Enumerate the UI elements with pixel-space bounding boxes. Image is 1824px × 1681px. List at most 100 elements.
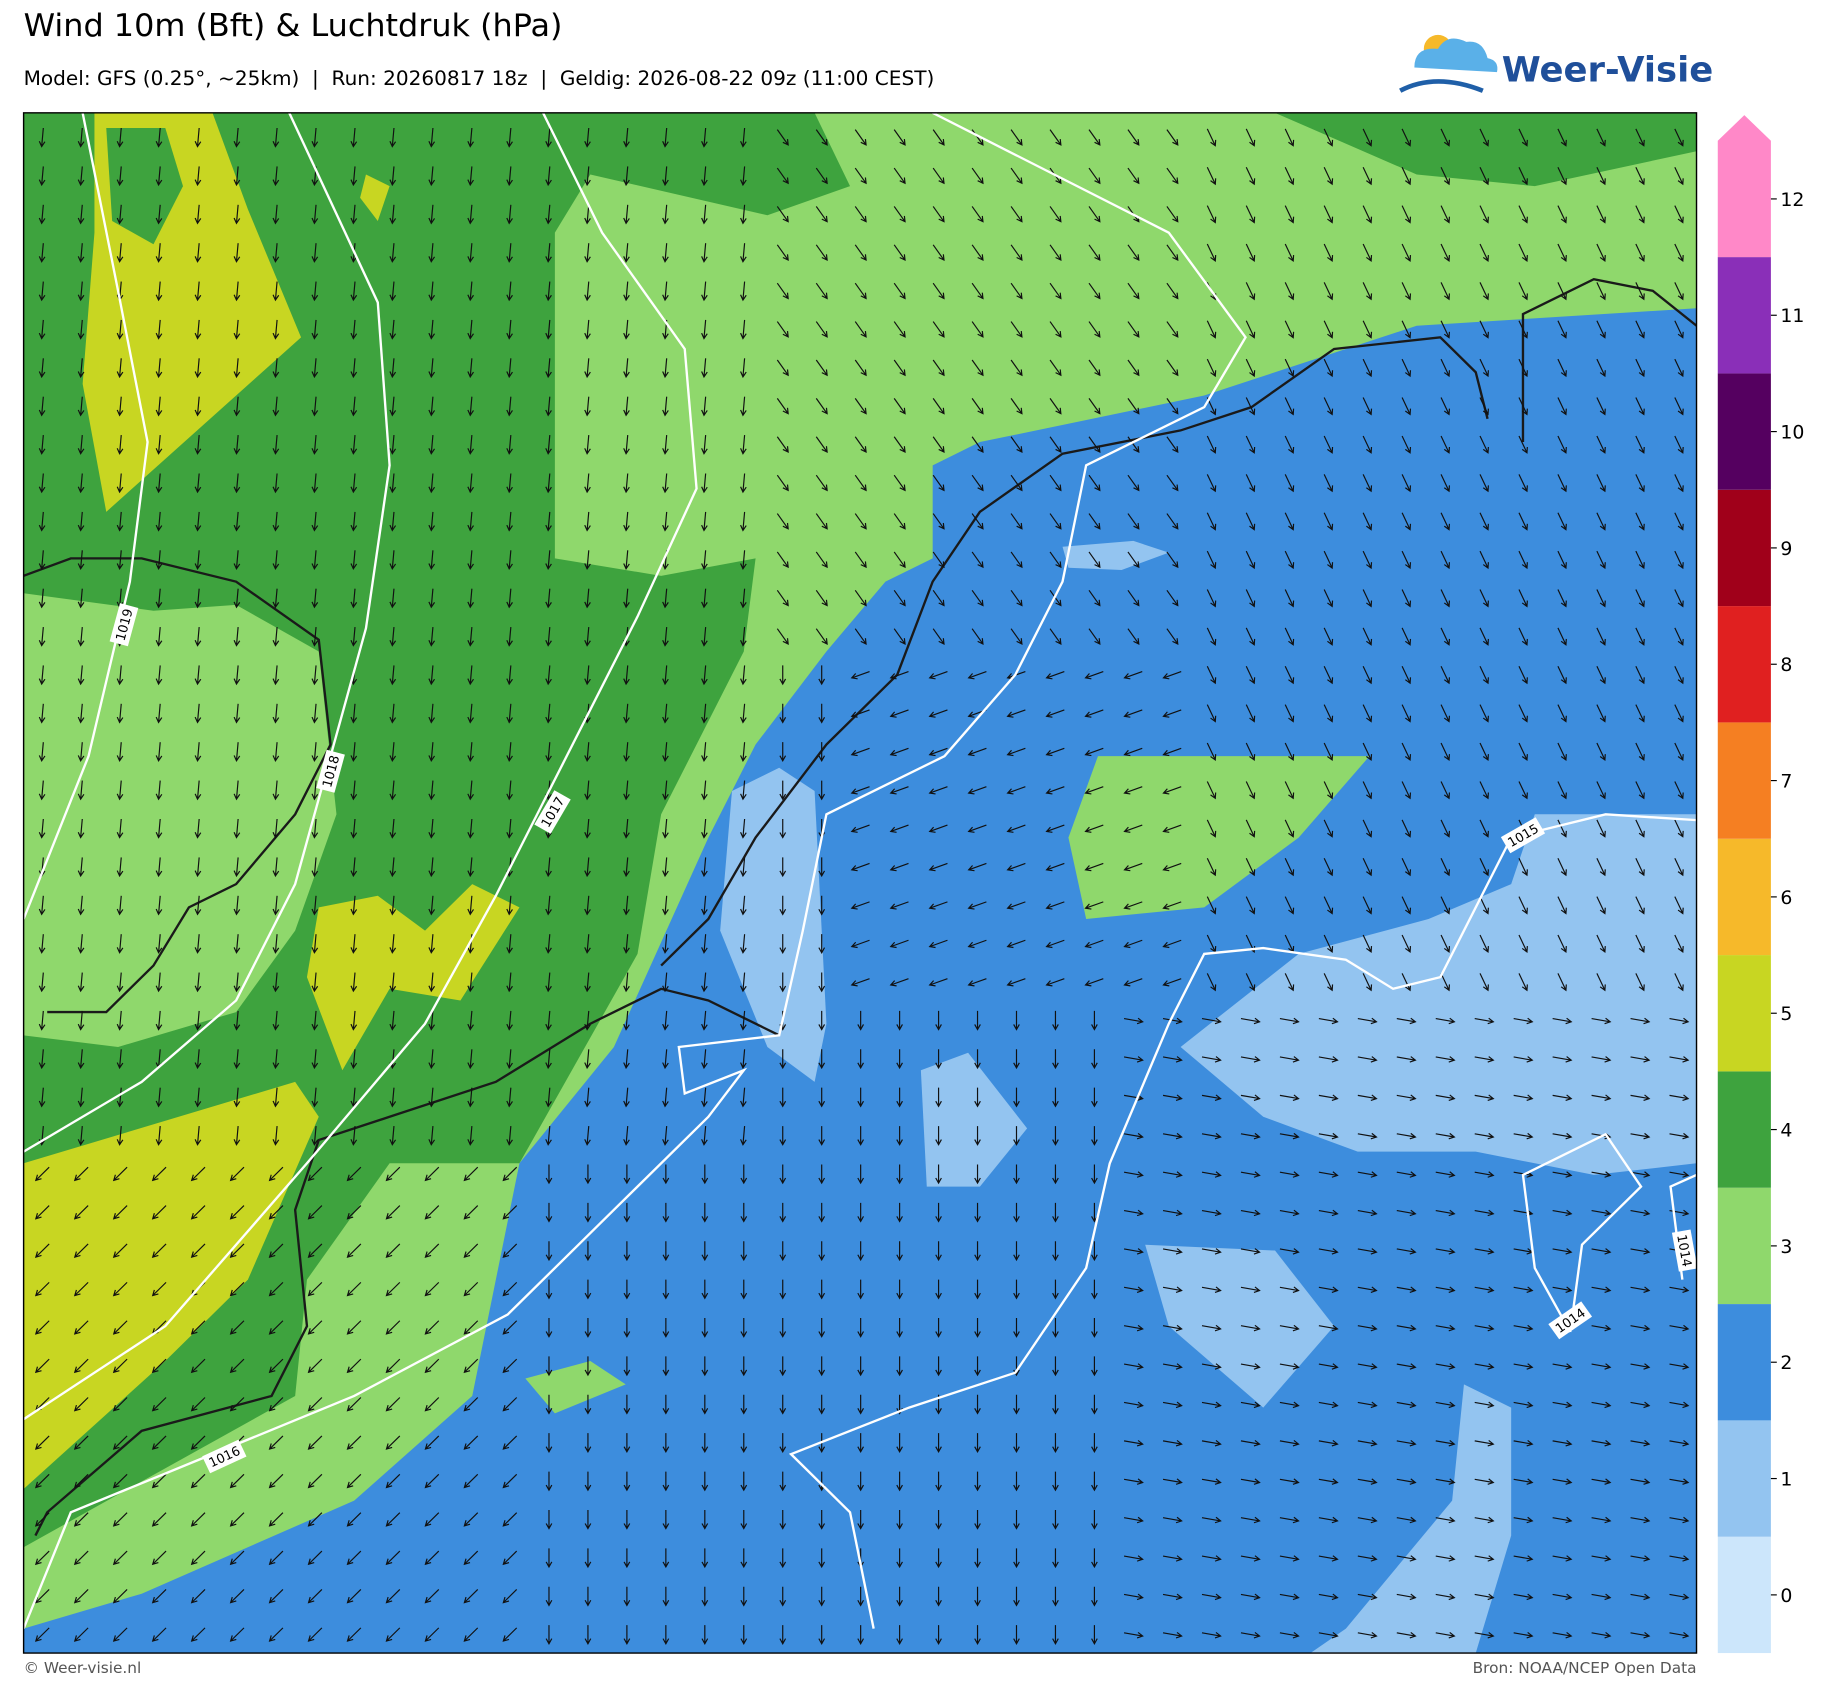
wind-arrow [311,665,319,686]
wind-arrow [350,511,358,532]
wind-arrow [1362,627,1373,646]
wind-arrow [1674,358,1684,378]
wind-arrow [545,281,552,302]
wind-arrow [1084,824,1104,833]
wind-arrow [1362,397,1373,416]
wind-arrow [1396,1056,1417,1063]
wind-arrow [1557,896,1567,915]
wind-arrow [740,1202,748,1223]
wind-arrow [584,972,591,993]
colorbar-tick-label: 8 [1780,655,1792,676]
wind-arrow [935,1126,942,1146]
wind-arrow [854,206,867,223]
wind-arrow [1591,1209,1612,1217]
wind-arrow [194,550,202,571]
wind-arrow [194,972,202,993]
wind-arrow [506,780,513,801]
wind-arrow [1045,824,1065,833]
wind-arrow [194,204,202,225]
wind-arrow [1123,1056,1144,1063]
wind-arrow [1049,628,1062,645]
wind-arrow [818,895,826,916]
wind-arrow [1123,747,1143,757]
wind-arrow [155,972,163,993]
wind-arrow [1435,1056,1456,1063]
wind-arrow [740,742,747,762]
wind-arrow [896,1126,903,1146]
wind-arrow [1635,397,1645,416]
wind-arrow [506,742,513,762]
wind-arrow [1206,973,1217,992]
wind-arrow [1669,1094,1690,1102]
wind-arrow [1435,1132,1456,1140]
wind-arrow [1474,1286,1495,1293]
wind-arrow [584,742,591,762]
wind-arrow [740,1394,748,1415]
wind-arrow [1635,934,1645,953]
isobar [23,112,149,920]
wind-arrow [311,895,319,916]
wind-arrow [1240,1324,1261,1332]
wind-arrow [1206,512,1217,531]
wind-arrow [1357,1401,1378,1409]
wind-arrow [350,281,358,302]
wind-arrow [1240,1094,1261,1102]
wind-arrow [77,1010,85,1031]
wind-arrow [1357,1209,1378,1217]
wind-arrow [974,1548,981,1569]
wind-arrow [428,972,436,993]
wind-arrow [1518,704,1528,723]
wind-arrow [385,1589,401,1604]
wind-arrow [346,1397,362,1412]
wind-arrow [311,127,319,148]
title: Wind 10m (Bft) & Luchtdruk (hPa) [24,8,563,44]
wind-arrow [1401,934,1412,953]
wind-arrow [1435,1555,1456,1562]
wind-arrow [740,895,747,916]
wind-arrow [1123,709,1143,718]
wind-arrow [818,1202,826,1223]
wind-arrow [116,1126,124,1146]
wind-arrow [1557,435,1567,454]
wind-arrow [346,1243,362,1258]
wind-arrow [38,511,46,532]
wind-arrow [740,1625,748,1645]
wind-arrow [1206,358,1217,378]
wind-arrow [1201,1132,1222,1140]
wind-arrow [1552,1631,1573,1639]
wind-arrow [307,1550,323,1566]
wind-arrow [1591,1363,1612,1370]
wind-arrow [1240,1017,1261,1025]
wind-arrow [428,703,436,724]
wind-arrow [463,1473,479,1489]
wind-arrow [38,818,46,839]
wind-arrow [350,473,358,494]
wind-arrow [1323,896,1334,915]
wind-arrow [1240,1209,1261,1217]
wind-arrow [893,513,906,530]
wind-arrow [932,244,945,262]
wind-arrow [1513,1440,1534,1447]
wind-arrow [701,511,708,532]
wind-arrow [1396,1324,1417,1332]
wind-arrow [1396,1094,1417,1102]
wind-arrow [779,1202,787,1223]
wind-arrow [155,550,163,571]
zone [1180,814,1697,1175]
wind-arrow [935,1586,942,1607]
wind-arrow [467,281,474,302]
wind-arrow [1596,934,1606,953]
isobar-label: 1018 [316,749,345,793]
wind-arrow [1162,786,1182,795]
wind-arrow [1162,1324,1183,1332]
wind-arrow [932,513,945,530]
wind-arrow [1596,282,1606,301]
wind-arrow [1323,819,1334,838]
wind-arrow [1557,474,1567,493]
wind-arrow [1245,627,1256,646]
wind-arrow [584,665,591,686]
wind-arrow [346,1281,362,1297]
wind-arrow [1518,857,1528,877]
wind-arrow [623,780,630,801]
wind-arrow [272,972,280,993]
